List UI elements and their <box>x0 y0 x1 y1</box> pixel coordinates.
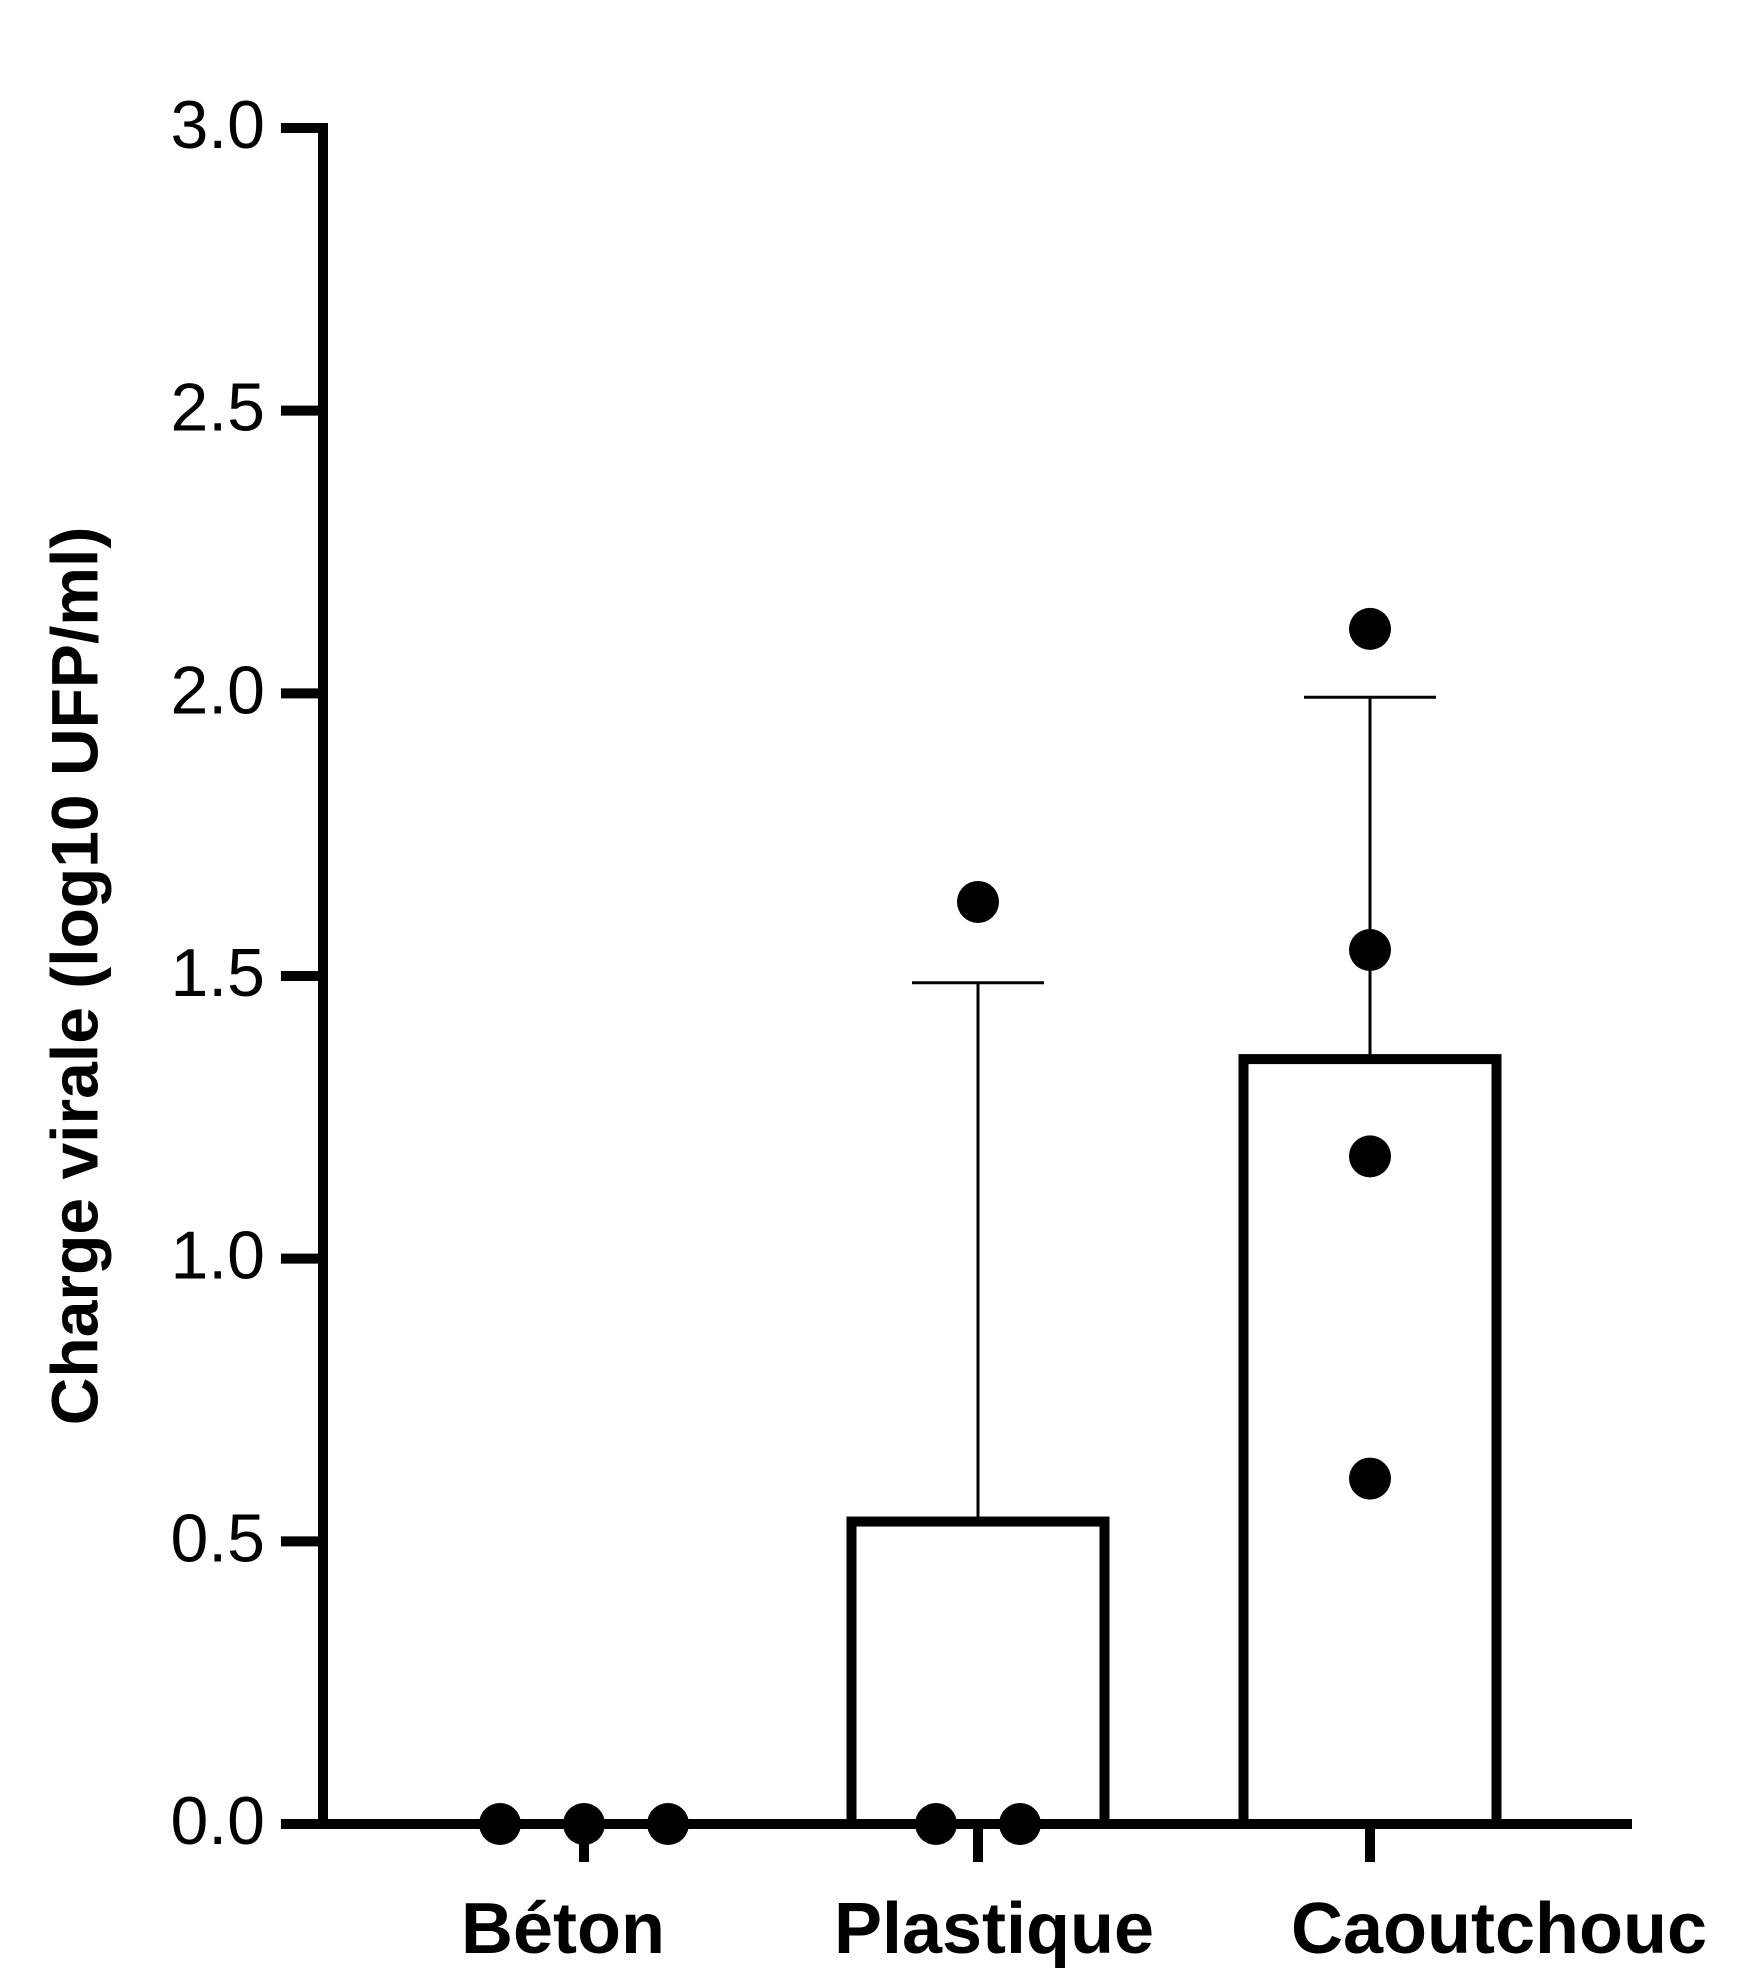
data-point <box>1349 928 1391 971</box>
data-point <box>479 1803 521 1845</box>
data-point <box>999 1803 1041 1845</box>
data-point <box>1349 1135 1391 1178</box>
bar <box>846 1516 1110 1829</box>
y-tick-label: 3.0 <box>170 87 265 163</box>
y-axis-label: Charge virale (log10 UFP/ml) <box>37 527 111 1426</box>
y-tick-label: 1.0 <box>170 1218 265 1294</box>
y-tick-label: 2.5 <box>170 370 265 446</box>
x-tick-label: Plastique <box>834 1889 1154 1969</box>
data-point <box>1349 607 1391 650</box>
y-tick-label: 2.0 <box>170 652 265 728</box>
y-tick-label: 0.0 <box>170 1783 265 1859</box>
data-point <box>957 880 999 923</box>
y-tick-label: 1.5 <box>170 935 265 1011</box>
data-point <box>915 1803 957 1845</box>
data-point <box>647 1803 689 1845</box>
data-point <box>1349 1457 1391 1500</box>
data-point <box>563 1803 605 1845</box>
y-tick-label: 0.5 <box>170 1500 265 1576</box>
x-tick-label: Caoutchouc <box>1291 1889 1707 1969</box>
bar <box>1238 1054 1502 1829</box>
x-tick-label: Béton <box>461 1889 665 1969</box>
